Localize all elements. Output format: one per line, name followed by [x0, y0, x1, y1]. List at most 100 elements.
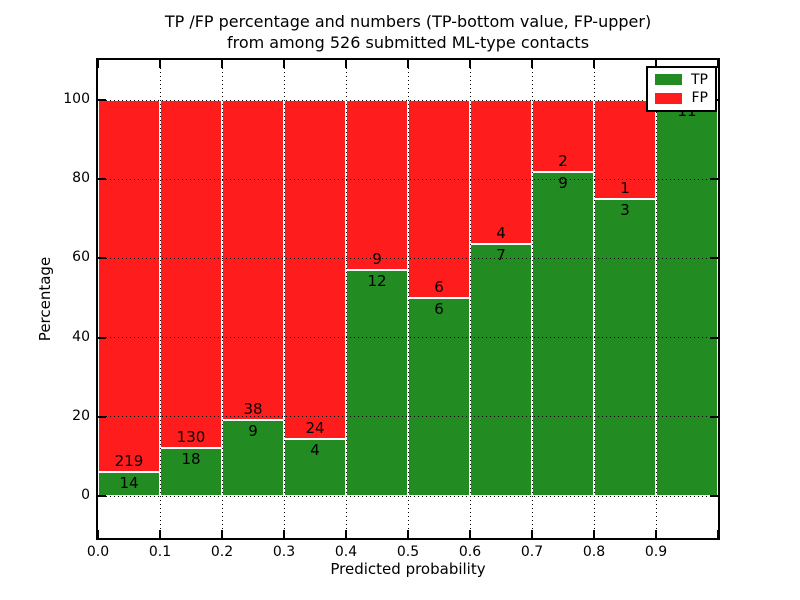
chart-title-line2: from among 526 submitted ML-type contact… — [226, 33, 590, 52]
v-gridline — [593, 60, 595, 538]
v-gridline — [345, 60, 347, 538]
x-tick-bottom — [407, 530, 409, 538]
bar-label-tp: 18 — [181, 449, 201, 468]
x-tick-label: 0.4 — [334, 544, 358, 560]
x-tick-bottom — [345, 530, 347, 538]
x-axis-label: Predicted probability — [330, 560, 486, 578]
v-gridline — [469, 60, 471, 538]
y-tick-left — [98, 415, 106, 418]
bar-label-fp: 24 — [305, 419, 325, 438]
x-tick-label: 0.7 — [520, 544, 544, 560]
bar-label-tp: 9 — [248, 422, 258, 441]
bar-segment-tp — [160, 447, 222, 496]
y-tick-left — [98, 336, 106, 339]
h-gridline — [98, 178, 718, 180]
bar-label-fp: 1 — [620, 179, 630, 197]
x-tick-label: 0.0 — [86, 544, 110, 560]
x-tick-bottom — [97, 530, 99, 538]
h-gridline — [98, 495, 718, 497]
bar-label-fp: 38 — [243, 400, 263, 419]
bar-segment-fp — [470, 100, 532, 244]
bar-label-fp: 130 — [176, 427, 206, 446]
bar-segment-fp — [98, 100, 160, 473]
h-gridline — [98, 337, 718, 339]
x-tick-label: 0.2 — [210, 544, 234, 560]
x-tick-top — [655, 60, 657, 68]
v-gridline — [531, 60, 533, 538]
bar-label-fp: 6 — [434, 278, 444, 296]
y-tick-label: 60 — [72, 249, 90, 266]
x-tick-top — [469, 60, 471, 68]
y-tick-label: 20 — [72, 407, 90, 424]
bar-label-tp: 7 — [496, 246, 506, 264]
y-tick-right — [710, 336, 718, 339]
x-tick-bottom — [593, 530, 595, 538]
chart-title-line1: TP /FP percentage and numbers (TP-bottom… — [164, 12, 652, 31]
legend-label-fp: FP — [691, 90, 709, 107]
x-tick-top — [97, 60, 99, 68]
bar-segment-fp — [284, 100, 346, 440]
legend-item-tp: TP — [655, 73, 708, 87]
h-gridline — [98, 99, 718, 101]
plot-area: TP FP 2191413018389244912664729130110.00… — [63, 58, 720, 560]
bar-segment-fp — [408, 100, 470, 298]
legend-swatch-fp — [655, 92, 682, 104]
legend-item-fp: FP — [655, 91, 708, 105]
legend-swatch-tp — [655, 74, 682, 86]
x-tick-bottom — [717, 530, 719, 538]
x-tick-bottom — [655, 530, 657, 538]
x-tick-bottom — [283, 530, 285, 538]
bar-segment-fp — [160, 100, 222, 448]
x-tick-top — [717, 60, 719, 68]
bar-segment-tp — [346, 269, 408, 496]
y-tick-right — [710, 495, 718, 497]
bar-label-fp: 9 — [372, 249, 382, 268]
x-tick-bottom — [159, 530, 161, 538]
y-tick-left — [98, 178, 106, 181]
y-axis-label: Percentage — [36, 256, 54, 342]
bar-label-tp: 14 — [119, 474, 139, 493]
x-tick-top — [159, 60, 161, 68]
x-tick-label: 0.1 — [148, 544, 172, 560]
y-tick-label: 80 — [72, 170, 90, 187]
bar-segment-tp — [532, 172, 594, 496]
y-tick-right — [710, 257, 718, 260]
v-gridline — [159, 60, 161, 538]
x-tick-top — [593, 60, 595, 68]
v-gridline — [221, 60, 223, 538]
bar-segment-fp — [222, 100, 284, 421]
x-tick-label: 0.6 — [458, 544, 482, 560]
bar-label-fp: 4 — [496, 224, 506, 242]
h-gridline — [98, 416, 718, 418]
x-tick-bottom — [531, 530, 533, 538]
y-tick-left — [98, 257, 106, 260]
bar-label-tp: 4 — [310, 441, 320, 460]
bar-segment-tp — [408, 298, 470, 496]
v-gridline — [283, 60, 285, 538]
y-tick-left — [98, 99, 106, 101]
x-tick-label: 0.5 — [396, 544, 420, 560]
bar-segment-tp — [284, 439, 346, 496]
bar-label-tp: 9 — [558, 174, 568, 192]
bar-segment-fp — [346, 100, 408, 270]
x-tick-label: 0.9 — [644, 544, 668, 560]
bar-label-fp: 219 — [114, 452, 144, 471]
bar-label-tp: 6 — [434, 300, 444, 318]
bar-segment-tp — [594, 199, 656, 496]
bar-segment-fp — [594, 100, 656, 199]
y-tick-label: 0 — [81, 487, 90, 503]
y-tick-right — [710, 415, 718, 418]
x-tick-bottom — [469, 530, 471, 538]
bar-segment-tp — [656, 100, 718, 496]
v-gridline — [655, 60, 657, 538]
v-gridline — [407, 60, 409, 538]
y-tick-right — [710, 178, 718, 181]
x-tick-label: 0.3 — [272, 544, 296, 560]
x-tick-top — [283, 60, 285, 68]
legend-label-tp: TP — [691, 71, 708, 88]
legend: TP FP — [646, 66, 717, 112]
x-tick-top — [531, 60, 533, 68]
y-tick-label: 40 — [72, 328, 90, 345]
bar-label-tp: 3 — [620, 201, 630, 219]
